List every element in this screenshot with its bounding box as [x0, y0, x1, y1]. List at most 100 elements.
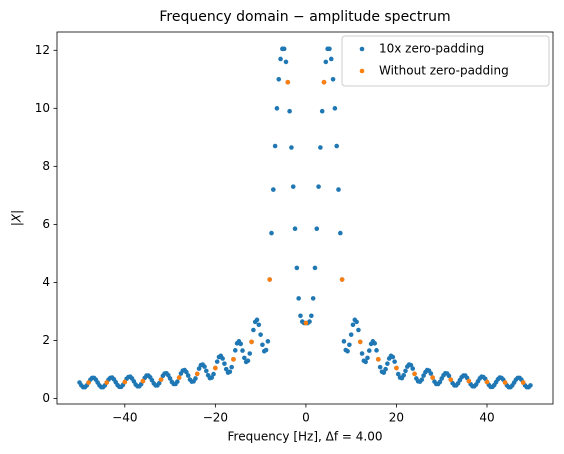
legend-marker — [359, 68, 365, 74]
data-point — [298, 313, 303, 319]
data-point — [140, 378, 146, 384]
data-point — [327, 46, 332, 52]
data-point — [336, 187, 341, 192]
data-point — [290, 184, 296, 189]
data-point — [269, 230, 274, 236]
data-point — [167, 376, 173, 381]
data-point — [354, 319, 359, 325]
data-point — [365, 355, 370, 361]
data-point — [448, 377, 454, 382]
data-point — [222, 361, 227, 366]
data-point — [341, 339, 347, 344]
y-axis-label: |X| — [10, 210, 24, 226]
data-point — [395, 371, 401, 377]
data-point — [202, 364, 207, 369]
data-point — [86, 380, 91, 385]
data-point — [211, 371, 216, 377]
data-point — [260, 342, 265, 348]
data-point — [428, 371, 434, 376]
legend-label: 10x zero-padding — [379, 42, 484, 56]
data-point — [254, 317, 260, 323]
data-point — [403, 368, 408, 374]
x-tick-label: −40 — [112, 411, 137, 425]
data-point — [122, 379, 128, 385]
data-point — [348, 332, 354, 337]
data-point — [392, 359, 397, 364]
data-point — [316, 184, 321, 189]
legend: 10x zero-padding Without zero-padding — [341, 35, 550, 87]
data-point — [274, 106, 280, 111]
data-point — [328, 56, 334, 62]
data-point — [332, 106, 338, 111]
data-point — [374, 348, 379, 353]
data-point — [484, 379, 490, 385]
y-tick-label: 10 — [35, 101, 50, 115]
data-point — [193, 376, 198, 381]
data-point — [314, 226, 320, 232]
data-point — [520, 380, 526, 385]
data-point — [357, 339, 363, 345]
data-point — [184, 369, 189, 375]
data-point — [285, 79, 291, 85]
data-point — [223, 366, 229, 372]
data-point — [338, 230, 343, 236]
data-point — [330, 76, 336, 82]
y-tick-label: 4 — [42, 275, 50, 289]
data-point — [229, 364, 234, 370]
y-tick-label: 12 — [35, 43, 50, 57]
data-point — [278, 56, 283, 62]
data-point — [419, 377, 425, 382]
data-point — [307, 319, 312, 324]
data-point — [240, 348, 245, 353]
data-point — [412, 371, 417, 377]
data-point — [339, 277, 345, 282]
data-point — [321, 79, 327, 85]
data-point — [245, 358, 251, 364]
legend-label: Without zero-padding — [379, 64, 509, 78]
data-point — [390, 354, 396, 360]
data-point — [528, 383, 533, 388]
data-point — [466, 378, 472, 384]
data-point — [385, 361, 390, 366]
data-point — [381, 370, 387, 375]
data-point — [213, 365, 218, 371]
data-point — [318, 145, 323, 150]
data-point — [345, 348, 350, 354]
y-tick-label: 8 — [42, 159, 50, 173]
x-tick-label: 40 — [479, 411, 494, 425]
data-point — [265, 339, 271, 344]
x-axis-label: Frequency [Hz], Δf = 4.00 — [228, 430, 383, 444]
data-point — [194, 371, 200, 377]
data-point — [176, 375, 182, 380]
y-tick-label: 6 — [42, 217, 50, 231]
data-point — [377, 364, 383, 370]
data-point — [231, 357, 236, 362]
data-point — [502, 380, 508, 385]
data-point — [363, 359, 368, 365]
data-point — [309, 313, 314, 319]
data-point — [196, 366, 202, 371]
data-point — [430, 375, 435, 380]
data-point — [247, 351, 253, 356]
data-point — [289, 145, 294, 150]
data-point — [356, 327, 361, 333]
data-point — [394, 365, 399, 371]
data-point — [292, 226, 298, 232]
data-point — [376, 357, 381, 362]
data-point — [267, 277, 272, 282]
data-point — [446, 373, 452, 379]
legend-marker — [359, 46, 365, 52]
data-point — [323, 59, 329, 65]
data-point — [220, 356, 225, 361]
data-point — [263, 347, 269, 353]
data-point — [319, 108, 325, 114]
data-point — [156, 380, 162, 386]
data-point — [408, 362, 414, 368]
data-point — [227, 369, 233, 375]
data-point — [214, 359, 220, 364]
data-point — [294, 265, 300, 271]
data-point — [296, 296, 301, 301]
data-point — [347, 342, 352, 348]
data-point — [242, 355, 247, 361]
data-point — [204, 368, 209, 374]
